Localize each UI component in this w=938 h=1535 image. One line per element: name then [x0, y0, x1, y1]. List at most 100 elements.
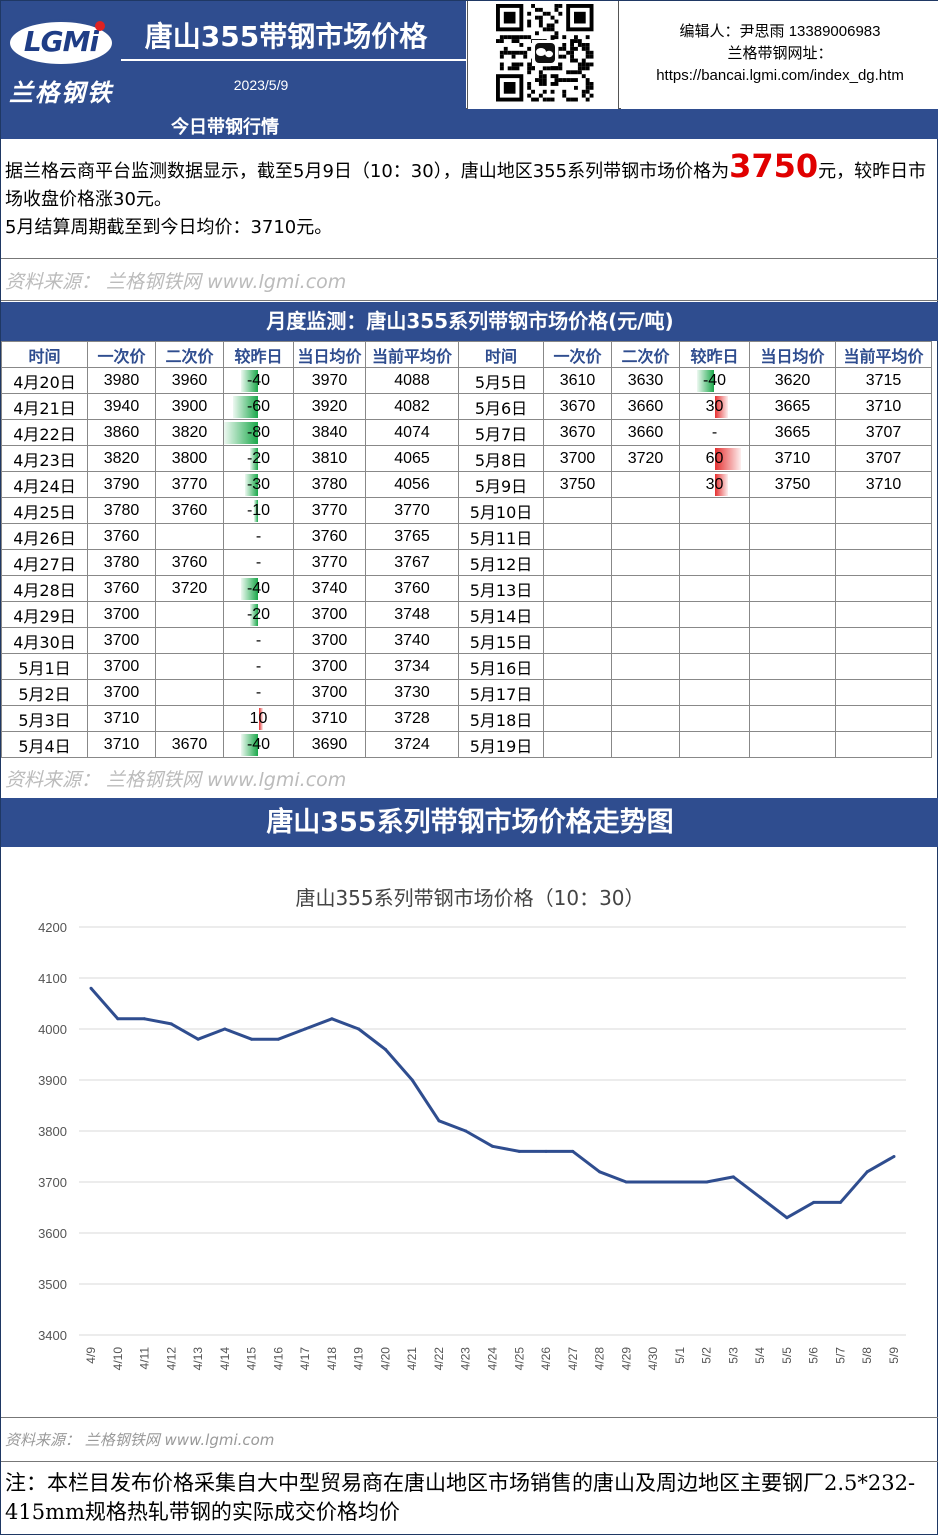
second-price-cell	[611, 679, 680, 706]
date-cell: 5月5日	[458, 367, 544, 394]
first-price-cell: 3700	[87, 627, 156, 654]
column-header: 当日均价	[293, 341, 366, 368]
running-average-cell: 4074	[365, 419, 459, 446]
daily-average-cell	[749, 705, 836, 732]
column-header: 当日均价	[749, 341, 836, 368]
data-point	[731, 1175, 735, 1179]
data-point	[437, 1119, 441, 1123]
change-cell	[679, 523, 750, 550]
running-average-cell	[835, 549, 932, 576]
first-price-cell: 3760	[87, 523, 156, 550]
table-row: 4月20日 3980 3960 -40 3970 4088 5月5日 3610 3630 -40 3…	[1, 367, 932, 394]
second-price-cell: 3720	[155, 575, 224, 602]
data-point	[357, 1027, 361, 1031]
change-value: -60	[246, 397, 271, 415]
date-cell: 4月26日	[1, 523, 88, 550]
data-point	[116, 1017, 120, 1021]
y-tick-label: 3400	[38, 1328, 67, 1343]
date-cell: 5月2日	[1, 679, 88, 706]
x-tick-label: 4/20	[378, 1347, 392, 1371]
first-price-cell	[543, 523, 612, 550]
change-value: 10	[249, 709, 268, 727]
change-value: 30	[705, 397, 724, 415]
qr-code	[467, 1, 619, 109]
change-value: -	[255, 683, 262, 701]
second-price-cell	[611, 731, 680, 758]
running-average-cell: 4088	[365, 367, 459, 394]
lgmi-logo: LGMi 兰格钢铁	[5, 9, 117, 107]
daily-average-cell	[749, 601, 836, 628]
data-point	[250, 1037, 254, 1041]
data-point	[169, 1022, 173, 1026]
y-tick-label: 3500	[38, 1277, 67, 1292]
first-price-cell: 3700	[543, 445, 612, 472]
date-cell: 5月6日	[458, 393, 544, 420]
change-bar	[241, 370, 258, 392]
column-header: 当前平均价	[835, 341, 932, 368]
monthly-section-bar: 月度监测：唐山355系列带钢市场价格(元/吨)	[1, 302, 938, 341]
footnote: 注：本栏目发布价格采集自大中型贸易商在唐山地区市场销售的唐山及周边地区主要钢厂2…	[5, 1471, 916, 1524]
x-tick-label: 4/30	[646, 1347, 660, 1371]
second-price-cell	[611, 471, 680, 498]
running-average-cell	[835, 523, 932, 550]
second-price-cell	[611, 575, 680, 602]
data-point	[517, 1149, 521, 1153]
data-point	[89, 986, 93, 990]
title-divider	[121, 59, 466, 61]
daily-average-cell	[749, 523, 836, 550]
y-tick-label: 4100	[38, 971, 67, 986]
first-price-cell: 3670	[543, 419, 612, 446]
first-price-cell: 3700	[87, 601, 156, 628]
second-price-cell: 3760	[155, 549, 224, 576]
data-point	[865, 1170, 869, 1174]
x-tick-label: 4/23	[459, 1347, 473, 1371]
change-bar	[259, 708, 264, 730]
date-cell: 5月10日	[458, 497, 544, 524]
change-cell: -80	[223, 419, 294, 446]
date-cell: 4月24日	[1, 471, 88, 498]
period-average: 5月结算周期截至到今日均价：3710元。	[5, 217, 333, 238]
change-cell: 30	[679, 393, 750, 420]
change-value: 60	[705, 449, 724, 467]
x-tick-label: 4/12	[164, 1347, 178, 1371]
change-bar	[697, 370, 714, 392]
data-point	[624, 1180, 628, 1184]
site-label: 兰格带钢网址：	[727, 45, 833, 62]
data-point	[892, 1155, 896, 1158]
second-price-cell: 3720	[611, 445, 680, 472]
daily-average-cell	[749, 653, 836, 680]
divider	[1, 1417, 938, 1418]
x-tick-label: 4/29	[619, 1347, 633, 1371]
data-point	[410, 1078, 414, 1082]
site-url[interactable]: https://bancai.lgmi.com/index_dg.htm	[656, 67, 904, 84]
data-point	[383, 1047, 387, 1051]
running-average-cell	[835, 575, 932, 602]
header-banner: LGMi 兰格钢铁 唐山355带钢市场价格 2023/5/9	[1, 1, 466, 109]
first-price-cell: 3700	[87, 679, 156, 706]
table-row: 5月4日 3710 3670 -40 3690 3724 5月19日	[1, 731, 932, 758]
daily-average-cell: 3700	[293, 601, 366, 628]
change-cell: -	[223, 523, 294, 550]
table-row: 4月23日 3820 3800 -20 3810 4065 5月8日 3700 3720 60 37…	[1, 445, 932, 472]
second-price-cell	[611, 497, 680, 524]
running-average-cell: 4082	[365, 393, 459, 420]
change-bar	[241, 734, 258, 756]
daily-average-cell	[749, 627, 836, 654]
x-tick-label: 4/13	[191, 1347, 205, 1371]
daily-average-cell: 3690	[293, 731, 366, 758]
running-average-cell: 3715	[835, 367, 932, 394]
x-tick-label: 4/16	[271, 1347, 285, 1371]
y-tick-label: 3600	[38, 1226, 67, 1241]
daily-average-cell	[749, 679, 836, 706]
date-cell: 5月17日	[458, 679, 544, 706]
column-header: 时间	[458, 341, 544, 368]
data-point	[303, 1027, 307, 1031]
second-price-cell: 3770	[155, 471, 224, 498]
date-cell: 4月28日	[1, 575, 88, 602]
change-value: -	[255, 657, 262, 675]
chart-section-bar: 唐山355系列带钢市场价格走势图	[1, 798, 938, 847]
divider	[1, 300, 938, 301]
second-price-cell: 3800	[155, 445, 224, 472]
data-point	[598, 1170, 602, 1174]
